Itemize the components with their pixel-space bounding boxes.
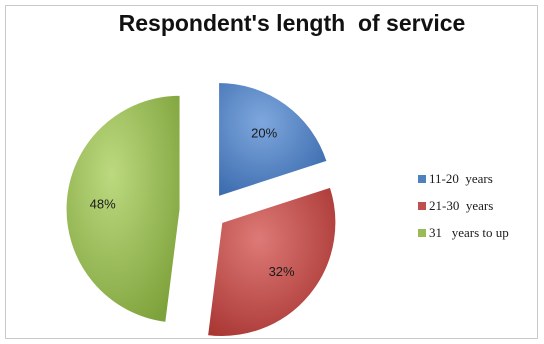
slice-21-30-years [207,186,337,337]
legend-item-21-30-years: 21-30 years [418,197,509,215]
legend-swatch-green [418,229,426,237]
slice-11-20-years [218,81,328,198]
legend-item-11-20-years: 11-20 years [418,170,509,188]
data-label: 48% [90,196,116,211]
legend-swatch-red [418,202,426,210]
legend-label: 21-30 years [429,198,494,213]
chart-title: Respondent's length of service [118,10,466,36]
legend-swatch-blue [418,175,426,183]
legend-item-31-years-to-up: 31 years to up [418,224,509,242]
legend-label: 11-20 years [429,171,493,186]
slice-31-years-to-up [65,94,181,323]
legend: 11-20 years 21-30 years 31 years to up [418,170,509,251]
data-label: 20% [251,126,277,141]
legend-label: 31 years to up [429,225,509,240]
data-label: 32% [269,264,295,279]
